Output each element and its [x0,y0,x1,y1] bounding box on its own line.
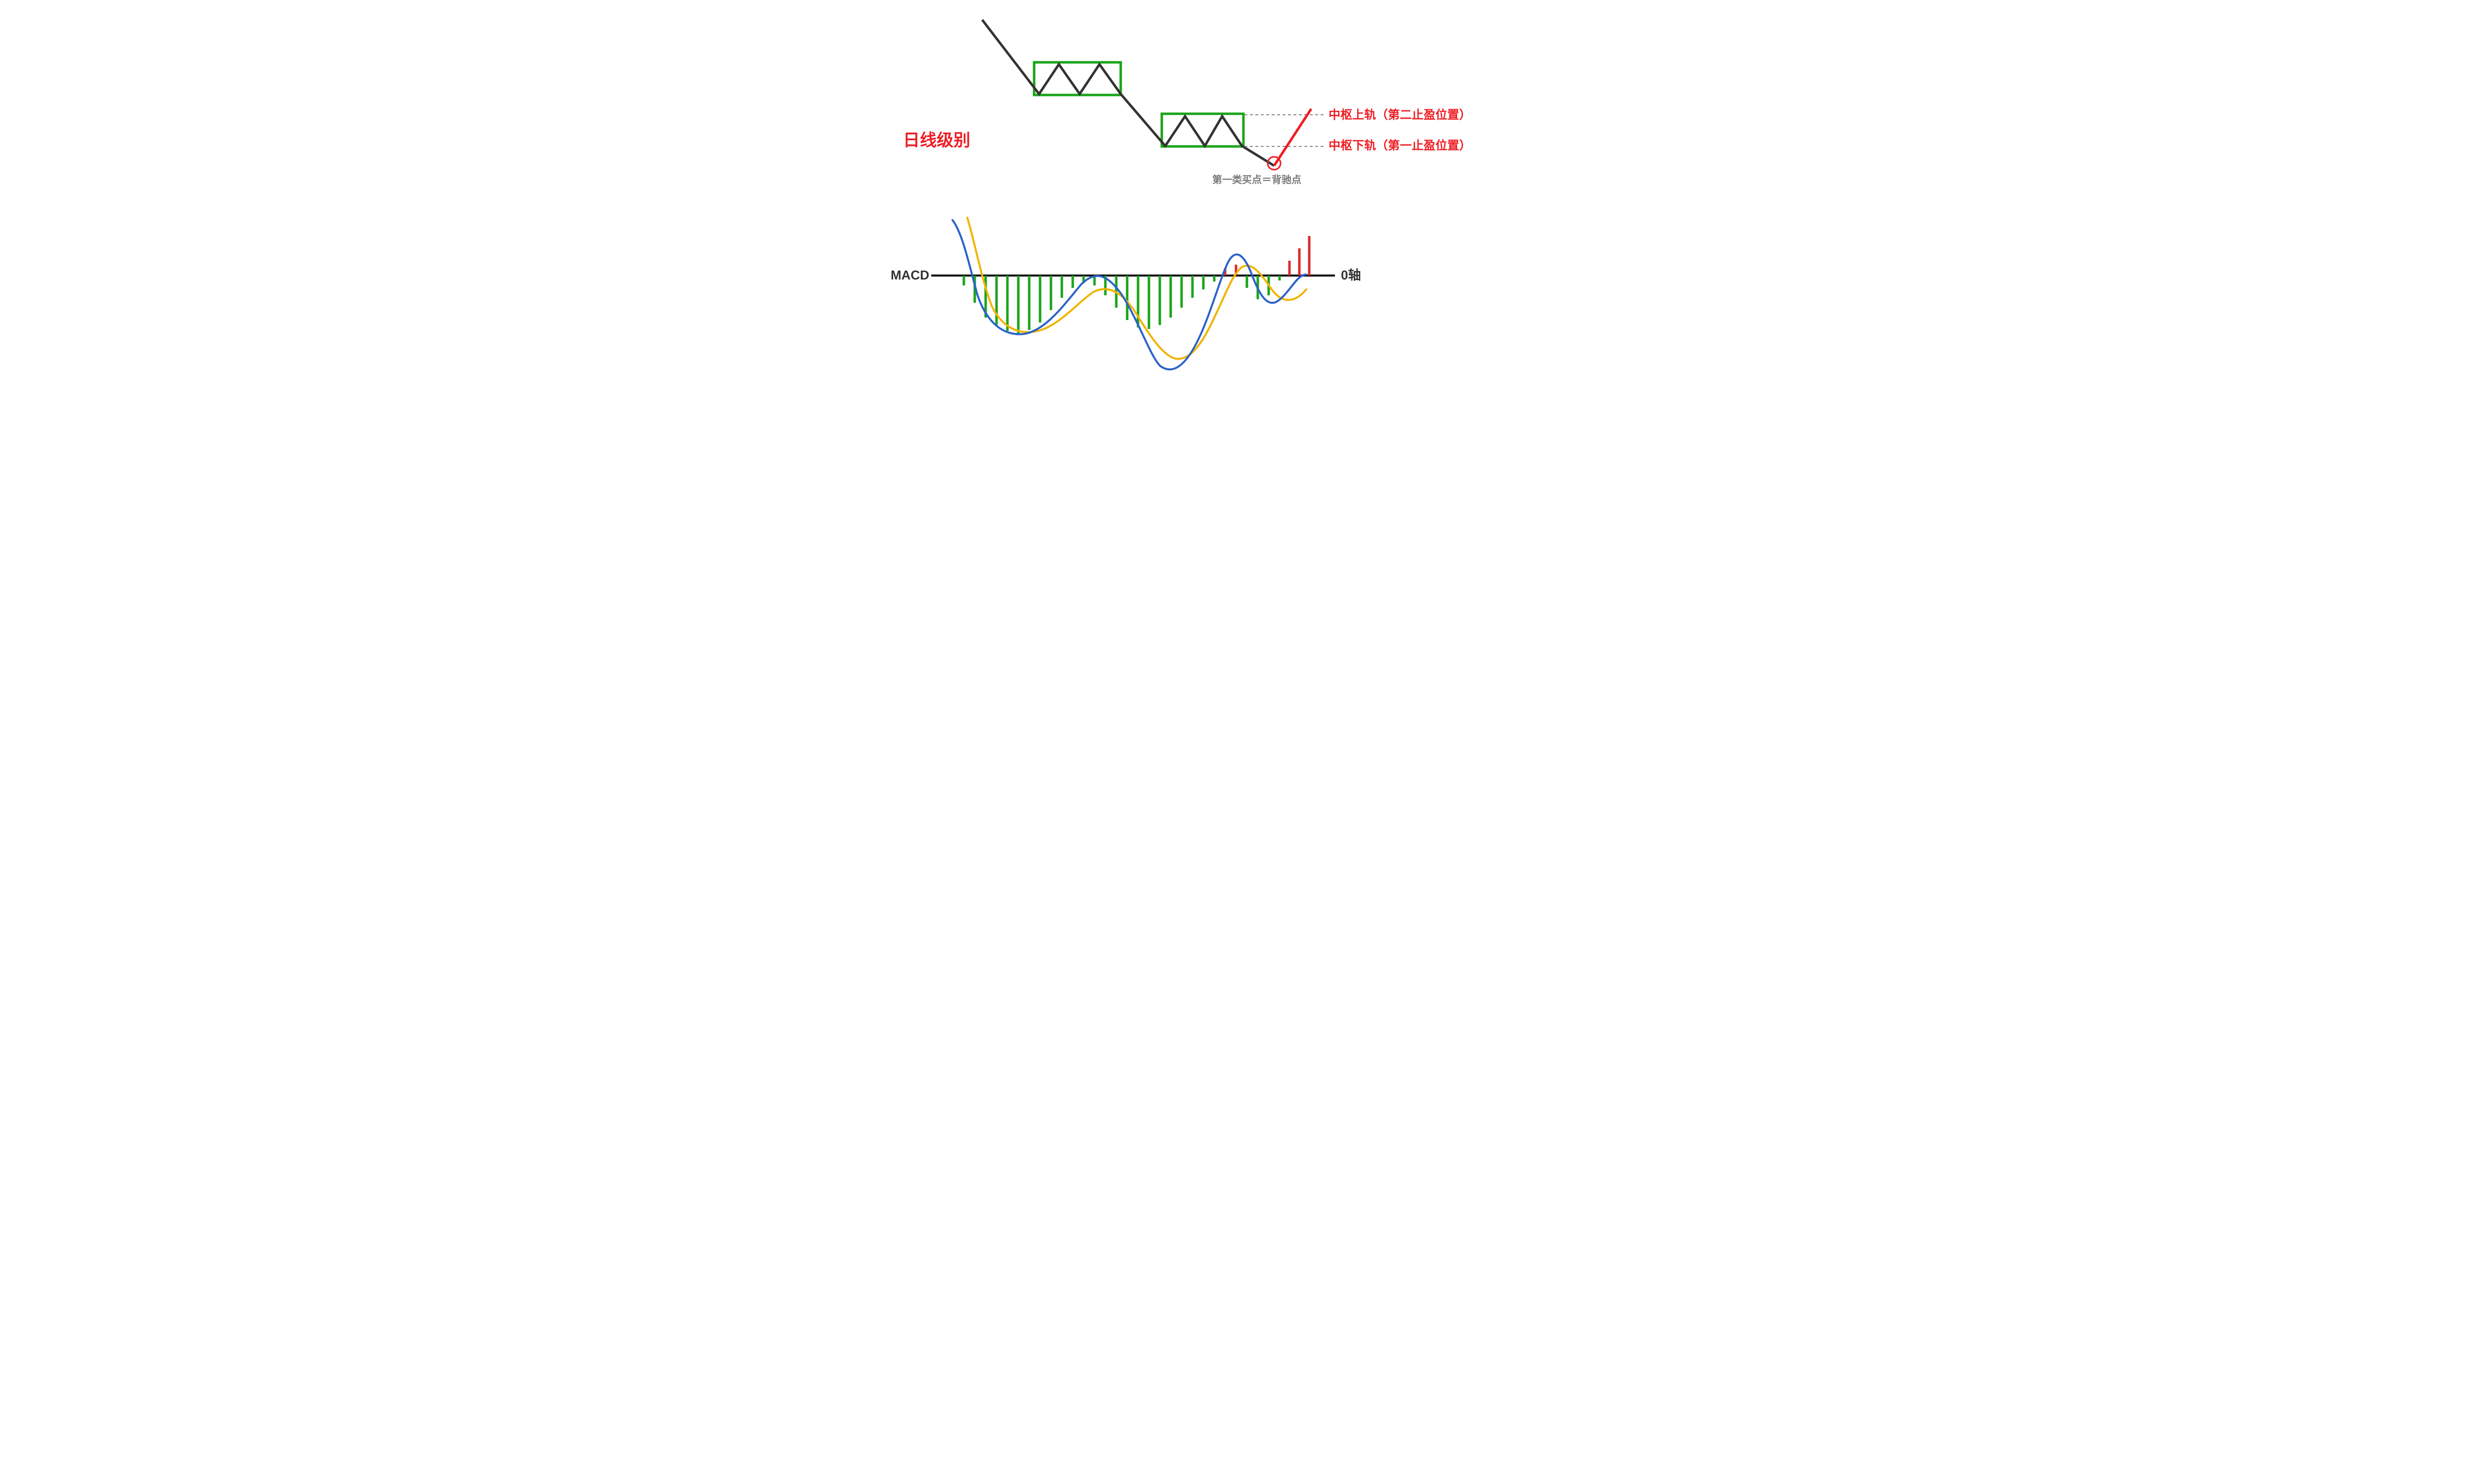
diagram-canvas: 日线级别 中枢上轨（第二止盈位置） 中枢下轨（第一止盈位置） 第一类买点＝背驰点 MAC… [876,0,1598,445]
macd-bar [1298,248,1301,276]
timeframe-label: 日线级别 [903,131,970,150]
macd-bar [1308,236,1311,276]
macd-bar [1148,276,1150,329]
lower-rail-label: 中枢下轨（第一止盈位置） [1329,139,1471,152]
macd-bar [996,276,998,325]
macd-bar [1279,276,1281,280]
macd-bar [1028,276,1031,330]
background [876,0,1598,445]
macd-bar [1126,276,1129,320]
macd-bar [1181,276,1183,308]
macd-bar [1072,276,1074,288]
macd-label: MACD [891,268,929,282]
macd-bar [1006,276,1009,331]
macd-bar [1246,276,1248,288]
macd-bar [1213,276,1216,281]
macd-bar [1159,276,1161,325]
macd-bar [1039,276,1042,323]
macd-bar [1288,261,1291,276]
macd-bar [1050,276,1052,310]
buy-point-label: 第一类买点＝背驰点 [1212,174,1301,186]
macd-bar [1170,276,1172,318]
zero-axis-label: 0轴 [1341,268,1361,282]
upper-rail-label: 中枢上轨（第二止盈位置） [1329,108,1471,122]
macd-bar [1061,276,1063,298]
macd-bar [1017,276,1020,334]
macd-bar [963,276,965,285]
diagram-svg: 日线级别 中枢上轨（第二止盈位置） 中枢下轨（第一止盈位置） 第一类买点＝背驰点 MAC… [876,0,1598,445]
macd-bar [1202,276,1205,289]
macd-bar [1191,276,1194,298]
